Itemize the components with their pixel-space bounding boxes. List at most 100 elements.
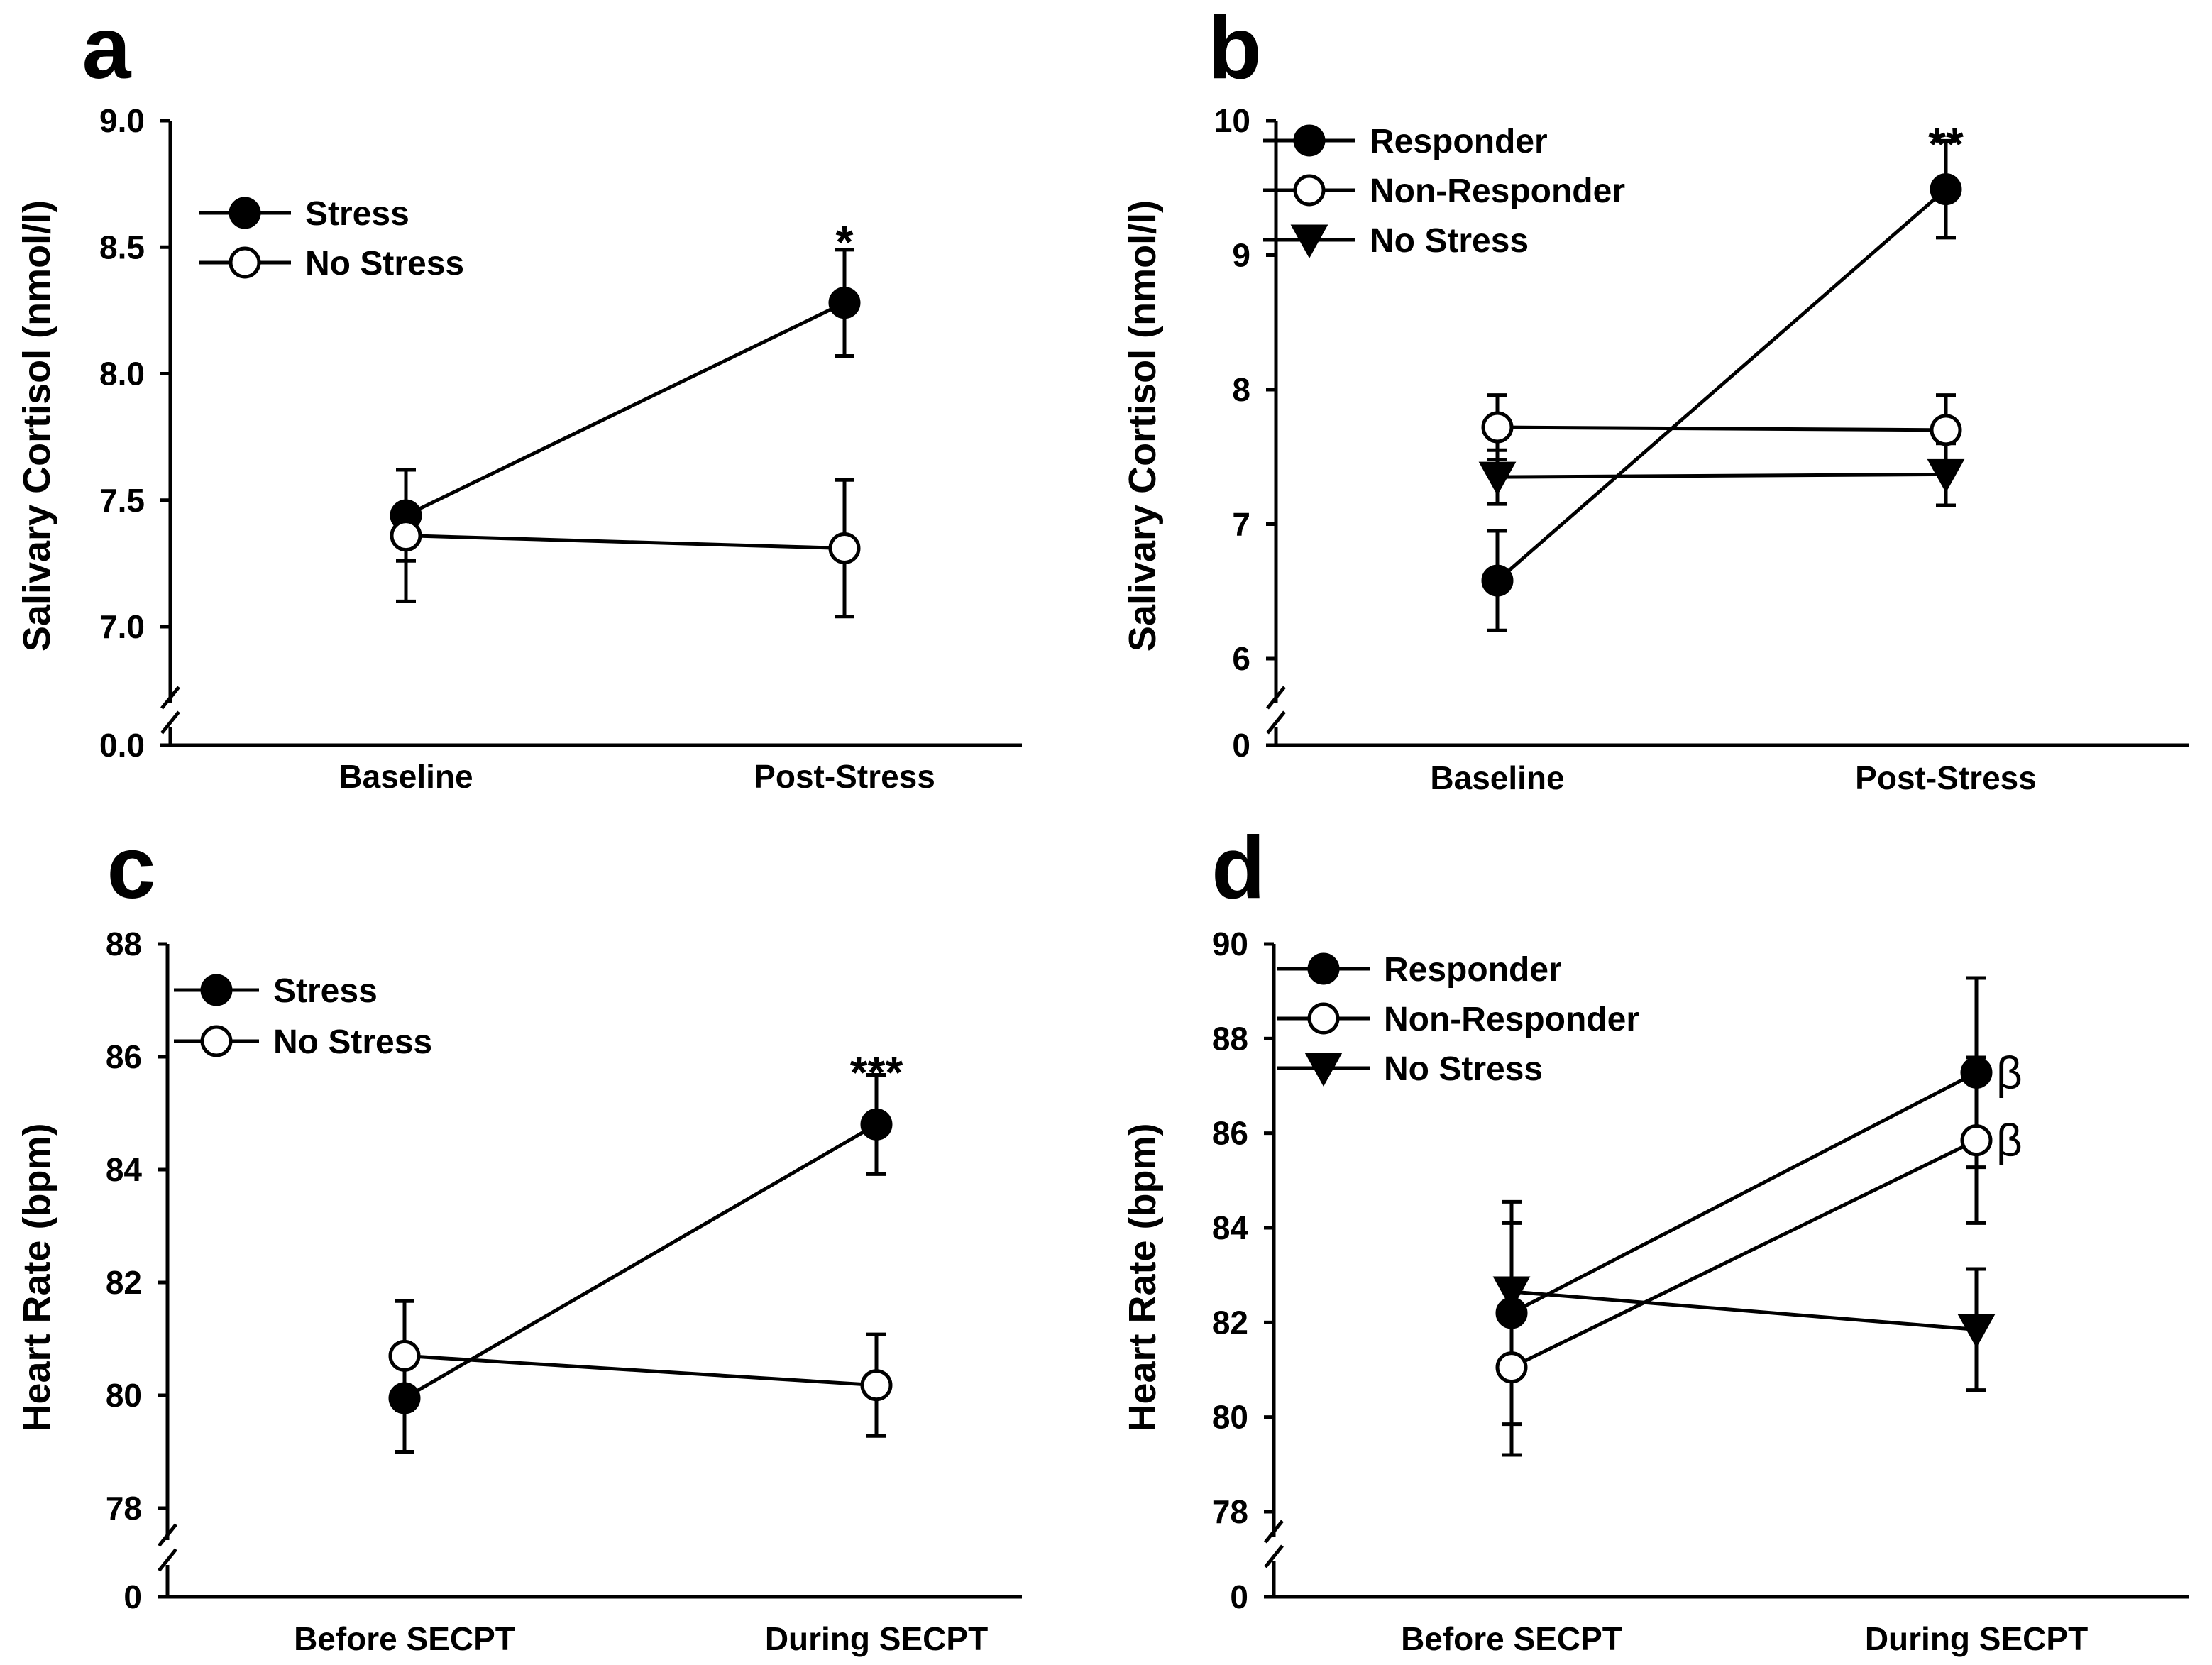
significance-marker: * xyxy=(836,216,854,268)
break-tick-label: 0 xyxy=(123,1578,142,1615)
series-no-stress xyxy=(1502,1221,1986,1392)
legend-label: No Stress xyxy=(305,245,464,282)
y-tick-label: 8.5 xyxy=(99,229,145,265)
x-category-label: Before SECPT xyxy=(1401,1620,1622,1657)
x-category-label: During SECPT xyxy=(1865,1620,2088,1657)
series-line xyxy=(1510,1071,1978,1315)
axis-break-mark xyxy=(1264,1520,1284,1544)
significance-beta: β xyxy=(1996,1115,2023,1166)
series-line xyxy=(1511,1290,1977,1331)
legend-marker xyxy=(229,246,261,279)
axis-break-mark xyxy=(158,1548,177,1572)
x-category-label: Before SECPT xyxy=(294,1620,515,1657)
legend-label: Stress xyxy=(273,972,378,1010)
legend-label: No Stress xyxy=(1384,1050,1543,1088)
y-tick-label: 90 xyxy=(1212,925,1248,962)
series-no-stress xyxy=(396,468,854,619)
y-tick-label: 86 xyxy=(106,1038,142,1075)
legend-marker xyxy=(1293,174,1326,207)
series-responder xyxy=(1502,976,1986,1427)
y-tick-label: 80 xyxy=(1212,1399,1248,1436)
y-tick-label: 82 xyxy=(1212,1304,1248,1341)
y-tick-label: 86 xyxy=(1212,1115,1248,1152)
panel-d: d 0 78 80 82 84 86 88 90 Heart Rate (bpm) Before S… xyxy=(1121,819,2189,1657)
legend-marker xyxy=(1290,224,1328,258)
legend: Stress No Stress xyxy=(174,972,432,1061)
series-line xyxy=(405,534,845,550)
data-point xyxy=(1930,414,1962,446)
break-tick-label: 0 xyxy=(1230,1578,1248,1615)
data-point xyxy=(1960,1124,1993,1157)
legend-marker xyxy=(200,974,233,1006)
data-point xyxy=(388,1339,421,1372)
x-category-label: Post-Stress xyxy=(754,758,935,795)
legend-marker xyxy=(1307,952,1340,985)
panel-a: a 0.0 7.0 7.5 8.0 8.5 9.0 Salivary Cortisol (nm… xyxy=(16,0,1022,795)
y-tick-label: 10 xyxy=(1214,102,1250,139)
legend-marker xyxy=(229,197,261,229)
y-tick-label: 8.0 xyxy=(99,356,145,392)
y-axis-title: Salivary Cortisol (nmol/l) xyxy=(16,200,58,652)
significance-marker: ** xyxy=(1928,119,1964,170)
y-tick-label: 9 xyxy=(1232,237,1250,274)
x-category-label: During SECPT xyxy=(765,1620,988,1657)
data-point xyxy=(860,1369,893,1402)
data-point xyxy=(1478,461,1517,496)
axis-break-mark xyxy=(1264,1544,1284,1568)
legend-marker xyxy=(1307,1002,1340,1035)
data-point xyxy=(1481,564,1514,597)
axis-break-mark xyxy=(1266,710,1286,735)
legend-label: Non-Responder xyxy=(1370,172,1625,210)
series-stress xyxy=(395,1072,886,1454)
x-category-label: Baseline xyxy=(339,758,473,795)
y-axis-title: Heart Rate (bpm) xyxy=(1121,1123,1164,1432)
y-tick-label: 80 xyxy=(106,1377,142,1414)
data-point xyxy=(1481,411,1514,444)
data-point xyxy=(828,287,861,319)
series-line xyxy=(1510,1138,1978,1369)
series-line xyxy=(1496,187,1947,582)
series-line xyxy=(404,1353,877,1388)
panel-letter: a xyxy=(82,0,132,97)
panel-c: c 0 78 80 82 84 86 88 Heart Rate (bpm) Before SEC… xyxy=(16,819,1022,1657)
series-stress xyxy=(396,248,854,563)
y-tick-label: 82 xyxy=(106,1264,142,1301)
y-tick-label: 8 xyxy=(1232,371,1250,408)
legend: Stress No Stress xyxy=(199,195,464,282)
series-line xyxy=(403,1123,878,1400)
series-line xyxy=(405,301,846,517)
x-category-label: Post-Stress xyxy=(1855,759,2037,796)
data-point xyxy=(1927,458,1965,493)
y-tick-label: 88 xyxy=(1212,1020,1248,1057)
series-no-stress xyxy=(395,1299,886,1438)
legend-label: Non-Responder xyxy=(1384,1001,1639,1038)
y-tick-label: 78 xyxy=(106,1490,142,1527)
legend-label: Responder xyxy=(1384,951,1562,989)
legend: Responder Non-Responder No Stress xyxy=(1277,951,1639,1088)
axis-break-mark xyxy=(160,710,180,735)
panel-letter: d xyxy=(1211,819,1265,917)
series-non-responder xyxy=(1487,393,1956,467)
legend: Responder Non-Responder No Stress xyxy=(1263,123,1625,260)
data-point xyxy=(828,532,861,564)
panel-letter: c xyxy=(107,819,156,917)
break-tick-label: 0.0 xyxy=(99,727,145,764)
y-tick-label: 84 xyxy=(106,1151,143,1188)
data-point xyxy=(1960,1056,1993,1089)
legend-marker xyxy=(1304,1053,1343,1087)
series-line xyxy=(1497,425,1947,432)
panel-letter: b xyxy=(1208,0,1262,97)
legend-label: Responder xyxy=(1370,123,1548,160)
legend-label: No Stress xyxy=(1370,222,1529,260)
break-tick-label: 0 xyxy=(1232,727,1250,764)
legend-label: No Stress xyxy=(273,1023,432,1061)
significance-marker: *** xyxy=(850,1047,903,1098)
x-category-label: Baseline xyxy=(1430,759,1564,796)
y-tick-label: 6 xyxy=(1232,640,1250,677)
data-point xyxy=(390,520,422,552)
data-point xyxy=(1495,1351,1528,1384)
series-responder xyxy=(1487,138,1956,632)
data-point xyxy=(860,1108,893,1141)
data-point xyxy=(1930,173,1962,206)
